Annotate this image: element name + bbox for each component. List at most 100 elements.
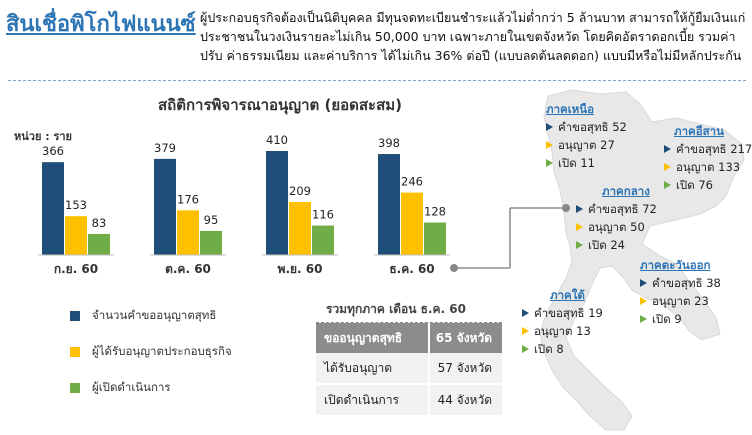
region-stat-text: อนุญาต 133 bbox=[676, 160, 741, 174]
legend-item: ผู้ได้รับอนุญาตประกอบธุรกิจ bbox=[70, 334, 232, 370]
region-stat-text: คำขอสุทธิ 38 bbox=[652, 276, 721, 290]
connector-dot bbox=[450, 264, 458, 272]
bar bbox=[88, 233, 110, 255]
bar bbox=[154, 158, 176, 255]
region-stat-text: เปิด 76 bbox=[676, 178, 713, 192]
bar bbox=[266, 151, 288, 255]
bar bbox=[378, 154, 400, 255]
table-cell: 65 จังหวัด bbox=[435, 331, 492, 345]
data-label: 209 bbox=[289, 184, 311, 198]
legend-item: จำนวนคำขออนุญาตสุทธิ bbox=[70, 298, 232, 334]
triangle-marker-icon bbox=[546, 141, 553, 149]
triangle-marker-icon bbox=[664, 163, 671, 171]
connector-dot bbox=[562, 204, 570, 212]
data-label: 153 bbox=[65, 198, 87, 212]
legend-label: จำนวนคำขออนุญาตสุทธิ bbox=[92, 308, 217, 322]
page-title: สินเชื่อพิโกไฟแนนซ์ bbox=[6, 12, 196, 37]
region-stat-text: เปิด 11 bbox=[558, 156, 595, 170]
x-tick-label: ธ.ค. 60 bbox=[389, 262, 434, 276]
region-stat: อนุญาต 13 bbox=[522, 322, 603, 340]
region-name: ภาคกลาง bbox=[602, 184, 650, 198]
table-cell: ขออนุญาตสุทธิ bbox=[316, 323, 430, 353]
table-row: ได้รับอนุญาต 57 จังหวัด bbox=[316, 353, 502, 385]
table-row: เปิดดำเนินการ 44 จังหวัด bbox=[316, 385, 502, 417]
triangle-marker-icon bbox=[640, 315, 647, 323]
region-stat-text: อนุญาต 27 bbox=[558, 138, 615, 152]
region-stat: อนุญาต 133 bbox=[664, 158, 752, 176]
region-name: ภาคเหนือ bbox=[546, 102, 595, 116]
region-east: ภาคตะวันออก คำขอสุทธิ 38 อนุญาต 23 เปิด … bbox=[640, 256, 721, 328]
data-label: 128 bbox=[424, 205, 446, 219]
data-label: 398 bbox=[378, 136, 400, 150]
bar bbox=[312, 225, 334, 255]
region-stat: คำขอสุทธิ 52 bbox=[546, 118, 627, 136]
data-label: 176 bbox=[177, 192, 199, 206]
table-cell: 44 จังหวัด bbox=[437, 393, 492, 407]
bar bbox=[424, 222, 446, 255]
legend-swatch bbox=[70, 347, 80, 357]
region-name: ภาคตะวันออก bbox=[640, 258, 711, 272]
section-divider bbox=[8, 80, 746, 81]
triangle-marker-icon bbox=[576, 241, 583, 249]
region-stat: เปิด 9 bbox=[640, 310, 721, 328]
table-row: ขออนุญาตสุทธิ 65 จังหวัด bbox=[316, 323, 502, 353]
table-cell: 57 จังหวัด bbox=[437, 361, 492, 375]
region-stat-text: คำขอสุทธิ 19 bbox=[534, 306, 603, 320]
region-stat: คำขอสุทธิ 217 bbox=[664, 140, 752, 158]
bar bbox=[401, 192, 423, 255]
bar bbox=[200, 230, 222, 255]
table-cell: เปิดดำเนินการ bbox=[316, 385, 430, 415]
region-stat: อนุญาต 50 bbox=[576, 218, 657, 236]
legend-swatch bbox=[70, 383, 80, 393]
triangle-marker-icon bbox=[664, 145, 671, 153]
region-northeast: ภาคอีสาน คำขอสุทธิ 217 อนุญาต 133 เปิด 7… bbox=[664, 122, 752, 194]
triangle-marker-icon bbox=[546, 123, 553, 131]
bar bbox=[42, 162, 64, 255]
region-stat-text: เปิด 24 bbox=[588, 238, 625, 252]
region-stat: เปิด 24 bbox=[576, 236, 657, 254]
region-stat: อนุญาต 27 bbox=[546, 136, 627, 154]
triangle-marker-icon bbox=[576, 223, 583, 231]
x-tick-label: ต.ค. 60 bbox=[165, 262, 211, 276]
legend-item: ผู้เปิดดำเนินการ bbox=[70, 370, 232, 406]
triangle-marker-icon bbox=[522, 345, 529, 353]
region-central: ภาคกลาง คำขอสุทธิ 72 อนุญาต 50 เปิด 24 bbox=[576, 182, 657, 254]
region-south: ภาคใต้ คำขอสุทธิ 19 อนุญาต 13 เปิด 8 bbox=[522, 286, 603, 358]
page-description: ผู้ประกอบธุรกิจต้องเป็นนิติบุคคล มีทุนจด… bbox=[200, 10, 746, 63]
region-stat: คำขอสุทธิ 38 bbox=[640, 274, 721, 292]
region-name: ภาคใต้ bbox=[550, 288, 585, 302]
region-stat-text: อนุญาต 23 bbox=[652, 294, 709, 308]
bar bbox=[65, 216, 87, 255]
triangle-marker-icon bbox=[640, 279, 647, 287]
triangle-marker-icon bbox=[640, 297, 647, 305]
chart-legend: จำนวนคำขออนุญาตสุทธิ ผู้ได้รับอนุญาตประก… bbox=[70, 298, 232, 406]
triangle-marker-icon bbox=[546, 159, 553, 167]
data-label: 116 bbox=[312, 208, 334, 222]
region-stat: คำขอสุทธิ 72 bbox=[576, 200, 657, 218]
data-label: 366 bbox=[42, 144, 64, 158]
region-stat-text: เปิด 9 bbox=[652, 312, 682, 326]
region-name: ภาคอีสาน bbox=[674, 124, 724, 138]
region-stat: เปิด 8 bbox=[522, 340, 603, 358]
triangle-marker-icon bbox=[522, 327, 529, 335]
table-cell: ได้รับอนุญาต bbox=[316, 353, 430, 383]
data-label: 410 bbox=[266, 133, 288, 147]
triangle-marker-icon bbox=[664, 181, 671, 189]
data-label: 95 bbox=[204, 213, 219, 227]
summary-title: รวมทุกภาค เดือน ธ.ค. 60 bbox=[316, 296, 502, 323]
thailand-map-icon bbox=[539, 89, 745, 431]
bar bbox=[289, 201, 311, 255]
region-stat: เปิด 11 bbox=[546, 154, 627, 172]
data-label: 83 bbox=[92, 216, 107, 230]
data-label: 379 bbox=[154, 141, 176, 155]
legend-label: ผู้ได้รับอนุญาตประกอบธุรกิจ bbox=[92, 344, 232, 358]
region-stat: คำขอสุทธิ 19 bbox=[522, 304, 603, 322]
legend-swatch bbox=[70, 311, 80, 321]
region-stat-text: คำขอสุทธิ 52 bbox=[558, 120, 627, 134]
region-stat: เปิด 76 bbox=[664, 176, 752, 194]
summary-table: รวมทุกภาค เดือน ธ.ค. 60 ขออนุญาตสุทธิ 65… bbox=[316, 296, 502, 417]
region-stat-text: อนุญาต 13 bbox=[534, 324, 591, 338]
y-axis-label: หน่วย : ราย bbox=[14, 130, 72, 143]
legend-label: ผู้เปิดดำเนินการ bbox=[92, 380, 171, 394]
